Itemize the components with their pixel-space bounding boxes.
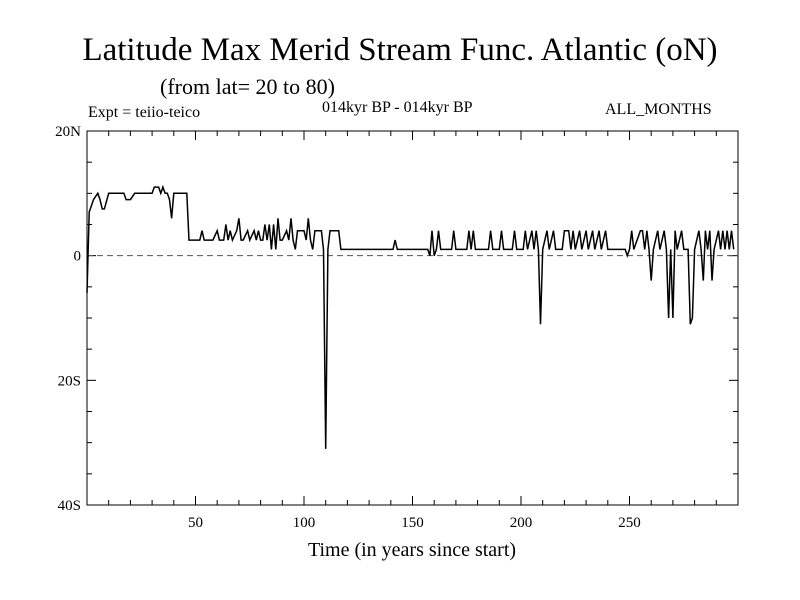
x-tick-label: 100	[293, 515, 316, 531]
chart-title: Latitude Max Merid Stream Func. Atlantic…	[82, 32, 718, 68]
series-line-latitude	[86, 184, 735, 449]
x-tick-label: 250	[618, 515, 641, 531]
chart-subtitle: (from lat= 20 to 80)	[160, 74, 335, 99]
plot-frame	[86, 130, 739, 506]
x-axis-title: Time (in years since start)	[308, 539, 516, 561]
axis-ticks	[87, 131, 738, 505]
y-tick-label: 20N	[55, 124, 81, 140]
x-tick-label: 150	[401, 515, 424, 531]
months-label: ALL_MONTHS	[605, 101, 712, 118]
x-tick-label: 200	[510, 515, 533, 531]
y-tick-label: 0	[74, 249, 82, 265]
x-tick-label: 50	[188, 515, 203, 531]
period-label: 014kyr BP - 014kyr BP	[322, 99, 473, 116]
experiment-label: Expt = teiio-teico	[88, 104, 201, 121]
y-tick-label: 20S	[58, 373, 81, 389]
axis-tick-labels: 50 100 150 200 250 20N 0 20S 40S	[55, 124, 641, 531]
y-tick-label: 40S	[58, 498, 81, 514]
